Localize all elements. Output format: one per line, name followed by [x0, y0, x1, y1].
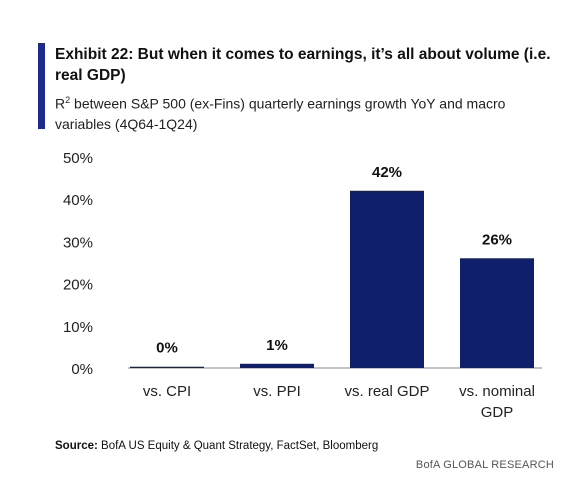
- category-label: vs. CPI: [143, 383, 191, 400]
- category-label: vs. nominal: [459, 383, 535, 400]
- category-labels: vs. CPI vs. PPI vs. real GDP vs. nominal GDP: [143, 383, 535, 421]
- category-label: vs. real GDP: [344, 383, 429, 400]
- chart-title: Exhibit 22: But when it comes to earning…: [55, 46, 551, 84]
- source-text: BofA US Equity & Quant Strategy, FactSet…: [97, 440, 379, 452]
- category-label: vs. PPI: [253, 383, 301, 400]
- subtitle-text: between S&P 500 (ex-Fins) quarterly earn…: [55, 95, 506, 132]
- y-tick-label: 40%: [63, 192, 93, 209]
- y-axis: 0% 10% 20% 30% 40% 50%: [63, 150, 93, 378]
- chart-subtitle: R2 between S&P 500 (ex-Fins) quarterly e…: [55, 90, 555, 134]
- data-label: 0%: [156, 340, 178, 357]
- title-accent-bar: [38, 43, 45, 129]
- data-label: 1%: [266, 337, 288, 354]
- y-tick-label: 0%: [71, 361, 93, 378]
- bar: [240, 363, 314, 368]
- data-label: 42%: [372, 164, 402, 181]
- y-tick-label: 20%: [63, 277, 93, 294]
- brand-footer: BofA GLOBAL RESEARCH: [415, 459, 554, 471]
- source-label: Source:: [55, 440, 98, 452]
- subtitle-superscript: 2: [65, 95, 71, 105]
- category-label: GDP: [481, 404, 514, 421]
- bar: [350, 190, 424, 368]
- subtitle-r: R: [55, 95, 66, 112]
- source-note: Source: BofA US Equity & Quant Strategy,…: [55, 440, 378, 452]
- data-label: 26%: [482, 231, 512, 248]
- y-tick-label: 10%: [63, 319, 93, 336]
- y-tick-label: 30%: [63, 234, 93, 251]
- bars: 0% 1% 42% 26%: [130, 164, 534, 368]
- bar: [130, 366, 204, 368]
- bar: [460, 258, 534, 368]
- y-tick-label: 50%: [63, 150, 93, 167]
